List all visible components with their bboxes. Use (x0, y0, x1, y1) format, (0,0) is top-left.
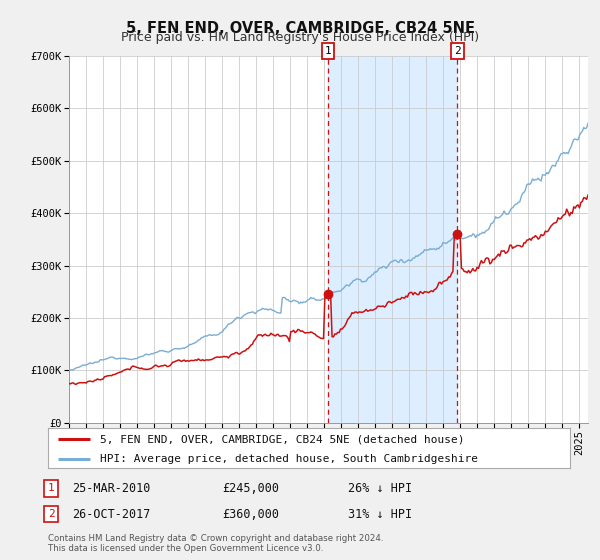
Text: 5, FEN END, OVER, CAMBRIDGE, CB24 5NE (detached house): 5, FEN END, OVER, CAMBRIDGE, CB24 5NE (d… (100, 435, 465, 445)
Text: 1: 1 (325, 46, 331, 56)
Text: 25-MAR-2010: 25-MAR-2010 (72, 482, 151, 495)
Text: 5, FEN END, OVER, CAMBRIDGE, CB24 5NE: 5, FEN END, OVER, CAMBRIDGE, CB24 5NE (125, 21, 475, 36)
Text: £245,000: £245,000 (222, 482, 279, 495)
Text: £360,000: £360,000 (222, 507, 279, 521)
Text: Contains HM Land Registry data © Crown copyright and database right 2024.: Contains HM Land Registry data © Crown c… (48, 534, 383, 543)
Text: 2: 2 (454, 46, 461, 56)
Text: 1: 1 (47, 483, 55, 493)
Text: 31% ↓ HPI: 31% ↓ HPI (348, 507, 412, 521)
Bar (328, 56, 457, 423)
Text: This data is licensed under the Open Government Licence v3.0.: This data is licensed under the Open Gov… (48, 544, 323, 553)
Text: 26% ↓ HPI: 26% ↓ HPI (348, 482, 412, 495)
Text: Price paid vs. HM Land Registry's House Price Index (HPI): Price paid vs. HM Land Registry's House … (121, 31, 479, 44)
Text: 26-OCT-2017: 26-OCT-2017 (72, 507, 151, 521)
Text: HPI: Average price, detached house, South Cambridgeshire: HPI: Average price, detached house, Sout… (100, 454, 478, 464)
Text: 2: 2 (47, 509, 55, 519)
